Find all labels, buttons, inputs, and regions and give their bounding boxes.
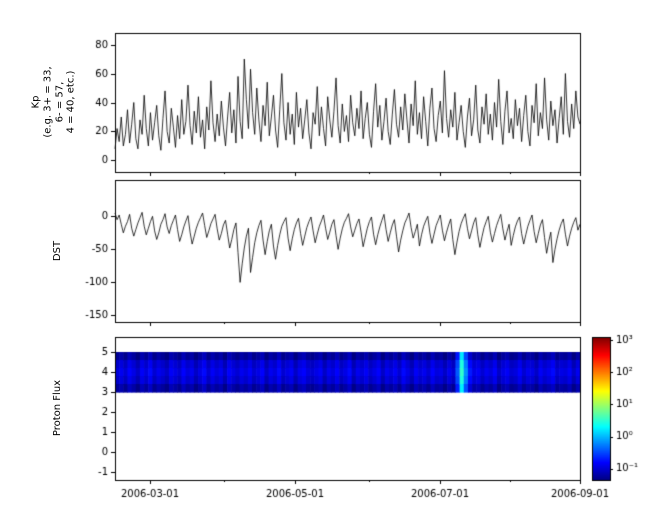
kp-axis-label-line: (e.g. 3+ = 33, — [42, 66, 54, 138]
kp-axis-label-line: 6- = 57, — [54, 81, 65, 123]
kp-axis-label-line: Kp — [30, 95, 42, 109]
kp-axis-label-line: 4 = 40, etc.) — [65, 70, 77, 134]
kp-axis-label: Kp (e.g. 3+ = 33, 6- = 57, 4 = 40, etc.) — [30, 66, 77, 137]
dst-axis-label: DST — [52, 240, 64, 262]
proton-flux-axis-label: Proton Flux — [52, 379, 64, 437]
